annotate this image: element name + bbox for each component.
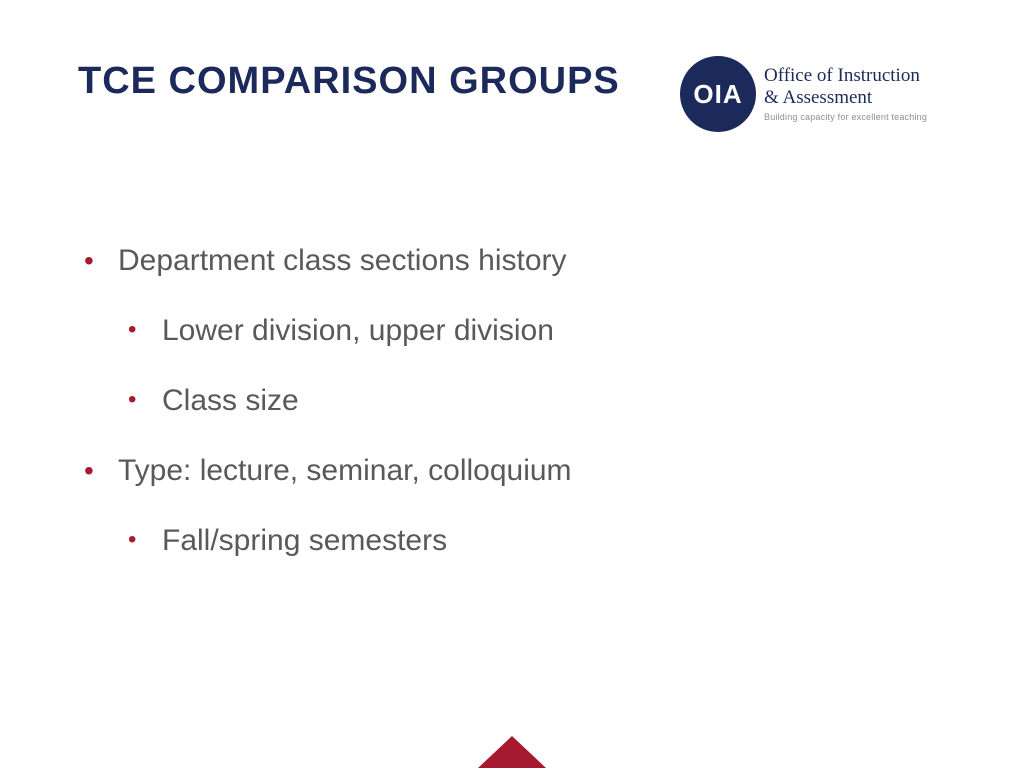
bullet-lvl1: Type: lecture, seminar, colloquium xyxy=(84,454,964,488)
bullet-lvl2: Class size xyxy=(128,384,964,418)
content-area: Department class sections history Lower … xyxy=(84,244,964,594)
oia-logo-tagline: Building capacity for excellent teaching xyxy=(764,112,927,122)
oia-logo-circle: OIA xyxy=(680,56,756,132)
oia-logo-line-2: & Assessment xyxy=(764,87,927,109)
oia-logo-text: Office of Instruction & Assessment Build… xyxy=(764,65,927,122)
slide: TCE COMPARISON GROUPS OIA Office of Inst… xyxy=(0,0,1024,768)
bullet-lvl2: Fall/spring semesters xyxy=(128,524,964,558)
bullet-lvl2: Lower division, upper division xyxy=(128,314,964,348)
footer-triangle-icon xyxy=(478,736,546,768)
oia-logo: OIA Office of Instruction & Assessment B… xyxy=(680,56,927,132)
bullet-lvl1: Department class sections history xyxy=(84,244,964,278)
slide-title: TCE COMPARISON GROUPS xyxy=(78,60,620,103)
oia-logo-line-1: Office of Instruction xyxy=(764,65,927,87)
